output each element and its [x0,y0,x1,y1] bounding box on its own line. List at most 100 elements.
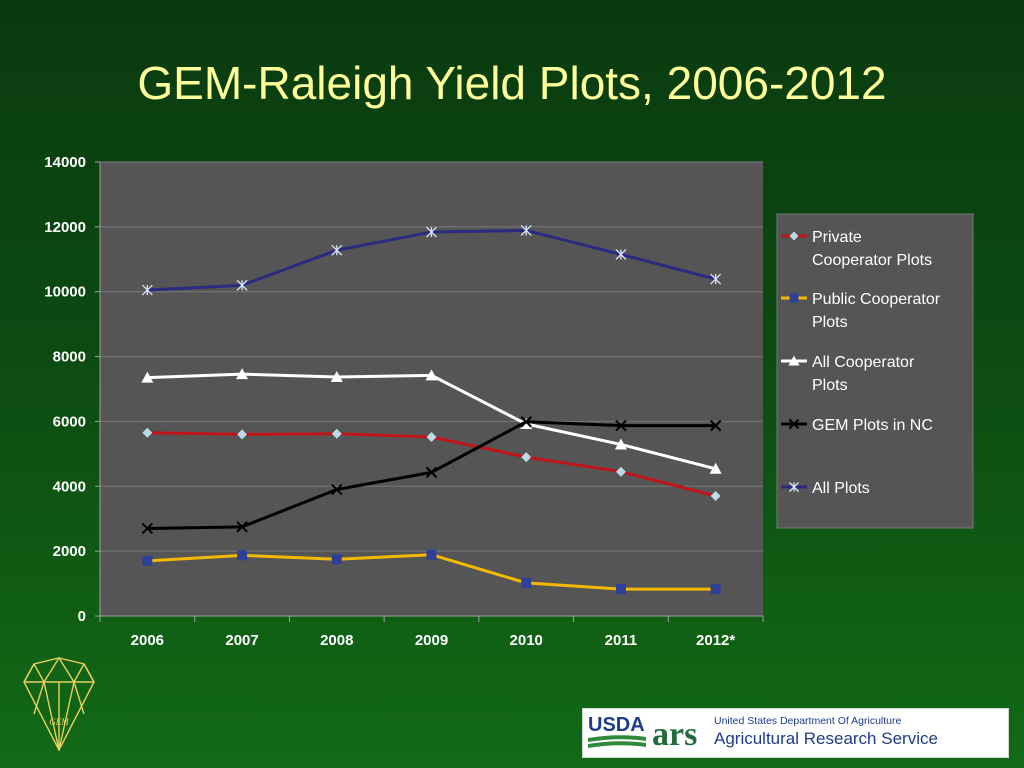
data-point [789,231,799,241]
legend-label-line: Private [812,229,862,246]
data-point [615,248,627,260]
x-tick-label: 2009 [415,632,448,649]
data-point [709,462,722,474]
data-point [141,284,153,296]
y-tick-label: 6000 [53,413,86,430]
legend-label-line: Plots [812,377,848,394]
legend-item: All Cooperator Plots [781,354,915,394]
data-point [331,244,343,256]
legend-label-line: Plots [812,314,848,331]
usda-logo: USDA [588,714,646,748]
legend-label-line: All Plots [812,480,870,497]
data-point [237,429,248,440]
y-tick-label: 0 [78,608,86,625]
series-private-cooperator-plots [142,427,721,502]
data-point [425,466,438,479]
ars-logo-text: ars [652,716,697,753]
data-point [142,427,153,438]
data-point [141,371,154,383]
y-tick-labels: 0 2000 4000 6000 8000 10000 12000 14000 [44,154,86,625]
legend-item: Public Cooperator Plots [781,291,941,331]
data-point [425,369,438,381]
data-point [426,549,437,560]
x-tick-label: 2011 [605,632,638,649]
y-tick-label: 4000 [53,478,86,495]
data-point [141,522,154,535]
legend-label: All Plots [812,480,870,497]
legend-label: All Cooperator Plots [812,354,915,394]
legend-label-line: Cooperator Plots [812,252,932,269]
axes [95,161,764,622]
data-point [236,521,248,533]
data-point [331,483,343,496]
legend-item: GEM Plots in NC [781,417,933,434]
data-point-stroke [520,416,532,428]
data-point [615,584,626,595]
data-point-stroke [615,419,627,432]
legend: Private Cooperator Plots Public Cooperator… [776,213,974,529]
data-point-stroke [331,483,343,496]
data-point [615,466,626,477]
y-tick-label: 2000 [53,543,86,560]
data-point [710,584,721,595]
gridlines [100,161,763,552]
data-point [520,224,532,236]
data-point-stroke [141,522,154,535]
data-point [142,555,153,566]
gem-logo-text: GEM [49,717,69,727]
plot-area [100,162,763,616]
x-tick-label: 2008 [320,632,353,649]
data-point [614,438,627,450]
legend-label-line: All Cooperator [812,354,915,371]
y-tick-label: 8000 [53,349,86,366]
data-point [710,491,721,502]
slide-title: GEM-Raleigh Yield Plots, 2006-2012 [137,57,887,109]
x-tick-label: 2007 [225,632,258,649]
data-point [236,368,249,380]
usda-logo-text: USDA [588,714,645,736]
series-all-cooperator-plots [141,368,722,474]
legend-label-line: GEM Plots in NC [812,417,933,434]
usda-ars-text: United States Department Of Agriculture … [714,715,938,749]
data-point [788,355,800,366]
data-point [236,279,248,291]
legend-label: Private Cooperator Plots [812,229,932,269]
series-all-plots [141,224,722,296]
data-point-stroke [788,418,800,430]
data-point-stroke [709,419,722,432]
data-point [426,431,437,442]
data-point [788,418,800,430]
legend-item: Private Cooperator Plots [781,229,932,269]
x-tick-label: 2012* [696,632,735,649]
y-tick-label: 14000 [44,154,86,171]
data-point [331,554,342,565]
series-gem-plots-in-nc [141,416,722,535]
series-group [141,224,722,595]
data-point [330,371,343,383]
data-point [237,550,248,561]
data-point-stroke [425,466,438,479]
x-tick-labels: 2006 2007 2008 2009 2010 2011 2012* [131,632,736,649]
data-point [331,428,342,439]
legend-box [776,213,974,529]
x-tick-label: 2010 [510,632,543,649]
legend-label: Public Cooperator Plots [812,291,941,331]
department-name: United States Department Of Agriculture [714,715,902,727]
data-point [521,577,532,588]
data-point [426,226,437,238]
legend-label-line: Public Cooperator [812,291,941,308]
data-point [521,452,532,463]
series-public-cooperator-plots [142,549,721,595]
ars-logo: ars [652,716,697,753]
data-point [709,419,722,432]
data-point [520,416,532,428]
data-point-stroke [236,521,248,533]
y-tick-label: 10000 [44,284,86,301]
data-point [789,293,799,303]
data-point [710,273,722,285]
legend-label: GEM Plots in NC [812,417,933,434]
usda-ars-banner [582,708,1009,758]
x-tick-label: 2006 [131,632,164,649]
y-tick-label: 12000 [44,219,86,236]
